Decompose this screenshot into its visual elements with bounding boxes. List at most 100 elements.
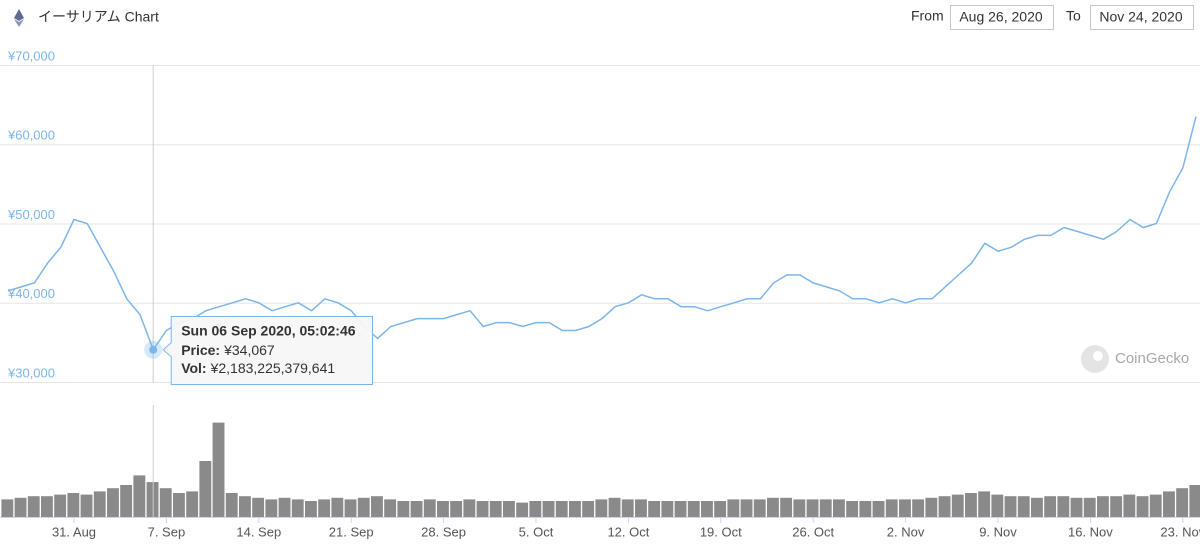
volume-bar: [1070, 497, 1083, 517]
volume-bar: [344, 499, 357, 517]
watermark-eye: [1093, 351, 1103, 361]
volume-bar: [648, 501, 661, 517]
volume-bar: [199, 461, 212, 517]
volume-bar: [27, 496, 40, 517]
volume-bar: [133, 475, 146, 517]
y-tick-label: ¥50,000: [7, 207, 55, 222]
volume-bar: [384, 499, 397, 517]
from-input[interactable]: [950, 5, 1054, 30]
x-tick-label: 16. Nov: [1068, 524, 1113, 539]
volume-bar: [1, 499, 14, 517]
hover-point: [149, 345, 158, 354]
volume-bar: [423, 499, 436, 517]
tooltip-price: Price: ¥34,067: [181, 342, 275, 358]
volume-bar: [173, 493, 185, 517]
volume-bar: [846, 501, 859, 517]
volume-bar: [80, 494, 93, 517]
volume-bar: [740, 499, 753, 517]
x-tick-label: 26. Oct: [792, 524, 834, 539]
volume-bar: [516, 502, 529, 517]
volume-bar: [529, 501, 542, 517]
x-tick-label: 19. Oct: [700, 524, 742, 539]
volume-bar: [1044, 496, 1057, 517]
volume-bar: [714, 501, 727, 517]
x-tick-label: 5. Oct: [519, 524, 554, 539]
x-tick-label: 12. Oct: [607, 524, 649, 539]
x-tick-label: 9. Nov: [979, 524, 1017, 539]
eth-icon: [14, 9, 24, 21]
volume-bar: [41, 496, 53, 517]
volume-bar: [1004, 496, 1017, 517]
volume-bar: [555, 501, 568, 517]
volume-bar: [991, 494, 1004, 517]
volume-bar: [1031, 497, 1043, 517]
from-date[interactable]: Aug 26, 2020: [959, 9, 1043, 25]
x-tick-label: 7. Sep: [148, 524, 186, 539]
y-tick-label: ¥40,000: [7, 286, 55, 301]
volume-bar: [489, 501, 502, 517]
volume-bar: [885, 499, 898, 517]
volume-bar: [912, 499, 925, 517]
eth-icon-lower: [14, 19, 24, 27]
volume-bar: [621, 499, 634, 517]
volume-bar: [872, 501, 885, 517]
volume-bar: [661, 501, 674, 517]
volume-bar: [107, 488, 119, 517]
volume-bar: [54, 494, 67, 517]
volume-bar: [1136, 496, 1149, 517]
volume-bar: [899, 499, 911, 517]
y-tick-label: ¥30,000: [7, 365, 55, 380]
volume-bar: [767, 497, 779, 517]
volume-bar: [819, 499, 832, 517]
volume-bar: [437, 501, 449, 517]
price-line: [7, 116, 1197, 352]
volume-bar: [727, 499, 740, 517]
volume-bar: [120, 485, 133, 517]
volume-bar: [1176, 488, 1189, 517]
from-label: From: [911, 8, 944, 24]
volume-bar: [67, 493, 80, 517]
volume-bar: [186, 491, 199, 517]
tooltip-date: Sun 06 Sep 2020, 05:02:46: [181, 323, 356, 339]
tooltip-vol-label: Vol:: [181, 360, 206, 376]
volume-bar: [252, 497, 265, 517]
volume-bar: [463, 499, 476, 517]
volume-bar: [239, 496, 251, 517]
volume-bar: [397, 501, 410, 517]
volume-bar: [1123, 494, 1136, 517]
volume-bar: [793, 499, 806, 517]
x-tick-label: 2. Nov: [887, 524, 925, 539]
volume-bar: [93, 491, 106, 517]
watermark: CoinGecko: [1115, 350, 1189, 367]
tooltip: Sun 06 Sep 2020, 05:02:46 Price: ¥34,067 Vo…: [162, 316, 373, 385]
volume-bar: [1163, 491, 1175, 517]
x-tick-label: 21. Sep: [329, 524, 374, 539]
volume-bar: [608, 497, 621, 517]
volume-bar: [569, 501, 581, 517]
volume-bar: [635, 499, 647, 517]
volume-bar: [450, 501, 463, 517]
to-date[interactable]: Nov 24, 2020: [1099, 9, 1182, 25]
volume-bar: [14, 497, 27, 517]
volume-bar: [1097, 496, 1109, 517]
volume-bar: [595, 499, 608, 517]
volume-bar: [212, 422, 225, 517]
volume-bar: [318, 499, 331, 517]
volume-bar: [701, 501, 713, 517]
volume-bar: [687, 501, 700, 517]
volume-bar: [1149, 494, 1162, 517]
volume-bar: [925, 497, 938, 517]
y-tick-label: ¥60,000: [7, 128, 55, 143]
volume-bar: [1189, 485, 1200, 517]
tooltip-price-label: Price:: [181, 342, 220, 358]
volume-bar: [780, 497, 793, 517]
volume-bar: [965, 493, 977, 517]
volume-bar: [1017, 496, 1030, 517]
volume-bar: [951, 494, 964, 517]
to-input[interactable]: [1090, 5, 1194, 30]
to-label: To: [1066, 8, 1081, 24]
volume-bar: [938, 496, 951, 517]
tooltip-box: [162, 316, 373, 385]
volume-bar: [806, 499, 819, 517]
volume-bar: [225, 493, 238, 517]
